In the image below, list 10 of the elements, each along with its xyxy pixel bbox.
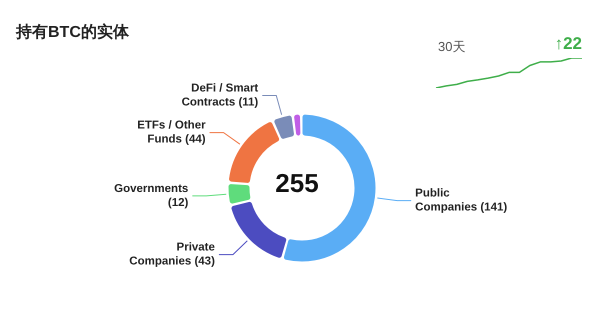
slice-label: Private Companies (43) [129,242,216,268]
slice-label: Public Companies (141) [415,188,508,214]
slice-label: Governments [114,182,188,195]
slice-label: DeFi / Smart Contracts (11) [182,82,258,109]
slice-label: ETFs / Other Funds (44) [137,120,206,146]
data-label: (12) [168,196,188,209]
text: ↑22 [554,34,582,54]
text: 255 [275,168,319,198]
chart-title: 30天 [438,38,466,56]
chart-title: 持有BTC的实体 [15,23,130,41]
